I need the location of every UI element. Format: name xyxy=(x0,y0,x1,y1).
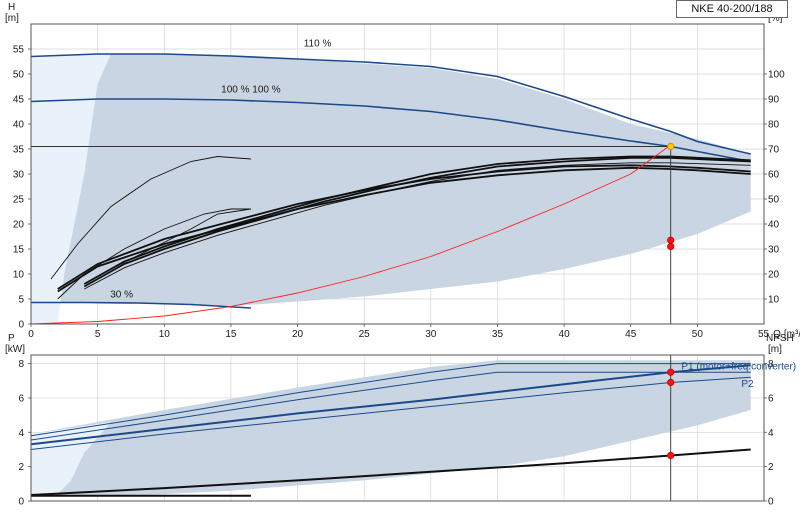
y-tick-label: 2 xyxy=(18,462,24,473)
series-line-30- xyxy=(31,301,251,309)
y2-tick-label: 20 xyxy=(768,270,780,281)
y2-axis-label: NPSH xyxy=(766,333,794,344)
curve-label: 110 % xyxy=(304,39,332,50)
y-axis-label: H xyxy=(8,2,15,13)
y2-tick-label: 4 xyxy=(768,428,774,439)
low-flow-region xyxy=(31,422,111,496)
x-tick-label: 15 xyxy=(225,329,237,340)
y2-tick-label: 90 xyxy=(768,95,780,106)
duty-point xyxy=(667,236,675,244)
x-tick-label: 35 xyxy=(492,329,504,340)
operating-envelope xyxy=(31,360,751,496)
y-axis-unit: [m] xyxy=(5,13,19,24)
series-line-eta-6 xyxy=(84,208,251,285)
y2-tick-label: 50 xyxy=(768,195,780,206)
y2-tick-label: 60 xyxy=(768,170,780,181)
series-line-eta-2 xyxy=(83,155,751,285)
series-line-eta-7 xyxy=(57,208,251,300)
x-tick-label: 40 xyxy=(559,329,571,340)
y-tick-label: 0 xyxy=(18,320,24,331)
y-axis-label: P xyxy=(8,333,15,344)
y2-tick-label: 70 xyxy=(768,145,780,156)
y-tick-label: 55 xyxy=(13,45,25,56)
operating-envelope xyxy=(31,54,751,306)
curve-label: 30 % xyxy=(110,290,133,301)
x-tick-label: 5 xyxy=(95,329,101,340)
y-tick-label: 10 xyxy=(13,270,25,281)
duty-point xyxy=(667,368,675,376)
plot-frame xyxy=(30,354,765,502)
x-tick-label: 20 xyxy=(292,329,304,340)
low-flow-region xyxy=(31,54,111,324)
curve-label: 100 % 100 % xyxy=(221,85,281,96)
x-tick-label: 55 xyxy=(758,329,770,340)
x-axis-unit: [m³/h] xyxy=(784,329,800,340)
y2-tick-label: 0 xyxy=(768,497,774,508)
y-tick-label: 35 xyxy=(13,145,25,156)
y-tick-label: 4 xyxy=(18,428,24,439)
y-tick-label: 8 xyxy=(18,359,24,370)
y2-tick-label: 8 xyxy=(768,359,774,370)
y-tick-label: 50 xyxy=(13,70,25,81)
series-line-p-110-a xyxy=(31,363,751,437)
series-label-p2: P2 xyxy=(741,379,754,390)
x-axis-title: Q xyxy=(773,329,781,340)
x-tick-label: 45 xyxy=(625,329,637,340)
y-tick-label: 20 xyxy=(13,220,25,231)
duty-point xyxy=(667,378,675,387)
y2-axis-unit: [m] xyxy=(768,344,782,355)
y2-tick-label: 30 xyxy=(768,245,780,256)
series-line-eta-3 xyxy=(83,156,751,288)
duty-point xyxy=(667,451,675,460)
duty-point xyxy=(667,142,675,151)
y2-axis-unit: [%] xyxy=(768,13,783,24)
duty-point xyxy=(667,242,675,251)
y-axis-unit: [kW] xyxy=(5,344,25,355)
y2-tick-label: 6 xyxy=(768,393,774,404)
x-tick-label: 0 xyxy=(28,329,34,340)
y2-tick-label: 100 xyxy=(768,70,785,81)
y-tick-label: 0 xyxy=(18,497,24,508)
y-tick-label: 6 xyxy=(18,393,24,404)
series-line-p-110-b xyxy=(31,371,751,441)
y2-tick-label: 40 xyxy=(768,220,780,231)
series-line-110- xyxy=(31,53,751,155)
y-tick-label: 45 xyxy=(13,95,25,106)
y2-tick-label: 10 xyxy=(768,295,780,306)
pump-model-label: NKE 40-200/188 xyxy=(676,0,788,18)
y2-tick-label: 2 xyxy=(768,462,774,473)
y2-tick-label: 80 xyxy=(768,120,780,131)
series-label-p1: P1 (motor+freq.converter) xyxy=(681,362,796,373)
x-tick-label: 30 xyxy=(425,329,437,340)
x-tick-label: 10 xyxy=(159,329,171,340)
x-axis-label: 55Q[m³/h] xyxy=(758,329,800,340)
series-line-eta-5 xyxy=(50,156,251,280)
series-line-system xyxy=(31,144,671,324)
x-tick-label: 25 xyxy=(359,329,371,340)
y-tick-label: 15 xyxy=(13,245,25,256)
x-tick-label: 50 xyxy=(692,329,704,340)
series-line-eta-4 xyxy=(84,162,751,290)
y-tick-label: 25 xyxy=(13,195,25,206)
y-tick-label: 5 xyxy=(18,295,24,306)
y-tick-label: 40 xyxy=(13,120,25,131)
y-tick-label: 30 xyxy=(13,170,25,181)
